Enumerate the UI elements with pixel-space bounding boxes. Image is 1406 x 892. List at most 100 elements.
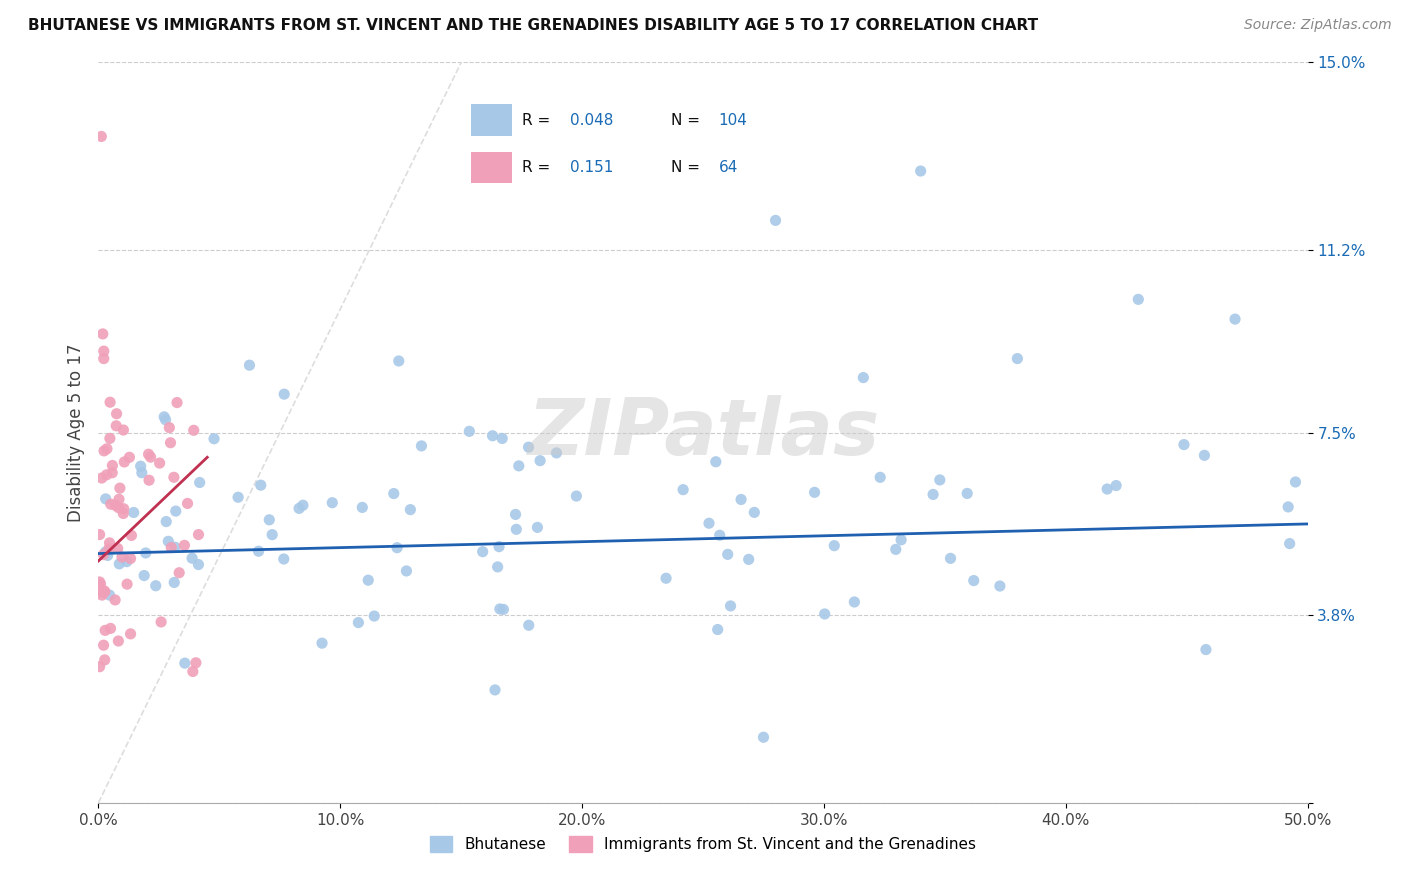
Point xyxy=(505,508,527,522)
Point xyxy=(163,540,186,554)
Point xyxy=(101,458,124,473)
Point xyxy=(96,467,118,482)
Point xyxy=(988,579,1011,593)
Point xyxy=(395,564,418,578)
Point xyxy=(89,659,111,673)
Point xyxy=(273,387,295,401)
Point xyxy=(486,560,509,574)
Point xyxy=(262,527,284,541)
Y-axis label: Disability Age 5 to 17: Disability Age 5 to 17 xyxy=(66,343,84,522)
Point xyxy=(1194,448,1216,462)
Point xyxy=(529,453,551,467)
Point xyxy=(91,588,114,602)
Point xyxy=(112,455,135,469)
Point xyxy=(488,540,510,554)
Point xyxy=(97,541,120,556)
Point xyxy=(118,450,141,465)
Point xyxy=(844,595,866,609)
Point xyxy=(89,577,111,591)
Point xyxy=(249,478,271,492)
Point xyxy=(93,638,115,652)
Point xyxy=(1195,642,1218,657)
Point xyxy=(166,395,188,409)
Point xyxy=(382,486,405,500)
Point xyxy=(176,496,198,510)
Point xyxy=(181,665,204,679)
Point xyxy=(120,551,142,566)
Point xyxy=(311,636,333,650)
Point xyxy=(93,344,115,359)
Point xyxy=(491,432,513,446)
Point xyxy=(188,475,211,490)
Point xyxy=(90,471,112,485)
Point xyxy=(101,466,124,480)
Point xyxy=(108,492,131,507)
Point xyxy=(517,440,540,454)
Point xyxy=(100,621,122,635)
Point xyxy=(163,575,186,590)
Point xyxy=(107,634,129,648)
Point xyxy=(717,547,740,561)
Point xyxy=(288,501,311,516)
Point xyxy=(939,551,962,566)
Point xyxy=(1095,482,1118,496)
Point xyxy=(98,536,121,550)
Point xyxy=(910,164,932,178)
Point xyxy=(94,584,117,599)
Point xyxy=(98,395,121,409)
Point xyxy=(89,527,111,541)
Point xyxy=(744,505,766,519)
Point xyxy=(697,516,720,531)
Point xyxy=(738,552,761,566)
Point xyxy=(145,579,167,593)
Point xyxy=(90,129,112,144)
Point xyxy=(155,515,177,529)
Point xyxy=(730,492,752,507)
Point xyxy=(149,456,172,470)
Point xyxy=(93,548,115,562)
Point xyxy=(481,429,503,443)
Point xyxy=(363,609,385,624)
Point xyxy=(852,370,875,384)
Point xyxy=(814,607,837,621)
Point xyxy=(108,481,131,495)
Point xyxy=(928,473,950,487)
Point xyxy=(105,418,128,433)
Point xyxy=(803,485,825,500)
Point xyxy=(138,473,160,487)
Point xyxy=(187,558,209,572)
Point xyxy=(157,420,180,434)
Point xyxy=(173,538,195,552)
Text: ZIPatlas: ZIPatlas xyxy=(527,394,879,471)
Point xyxy=(388,354,411,368)
Text: BHUTANESE VS IMMIGRANTS FROM ST. VINCENT AND THE GRENADINES DISABILITY AGE 5 TO : BHUTANESE VS IMMIGRANTS FROM ST. VINCENT… xyxy=(28,18,1038,33)
Point xyxy=(134,568,156,582)
Point xyxy=(183,423,205,437)
Point xyxy=(517,618,540,632)
Point xyxy=(273,552,295,566)
Point xyxy=(347,615,370,630)
Point xyxy=(352,500,374,515)
Point xyxy=(187,527,209,541)
Point xyxy=(93,443,115,458)
Point xyxy=(98,431,121,445)
Point xyxy=(107,541,129,556)
Point xyxy=(546,446,568,460)
Point xyxy=(150,615,173,629)
Point xyxy=(226,490,249,504)
Point xyxy=(139,450,162,464)
Point xyxy=(100,497,122,511)
Point xyxy=(508,458,530,473)
Point xyxy=(1105,478,1128,492)
Point xyxy=(91,326,114,341)
Point xyxy=(526,520,548,534)
Point xyxy=(89,574,111,589)
Point xyxy=(112,501,135,516)
Point xyxy=(159,435,181,450)
Point xyxy=(91,585,114,599)
Point xyxy=(890,533,912,547)
Point xyxy=(489,602,512,616)
Point xyxy=(105,407,128,421)
Point xyxy=(238,358,260,372)
Point xyxy=(93,351,115,366)
